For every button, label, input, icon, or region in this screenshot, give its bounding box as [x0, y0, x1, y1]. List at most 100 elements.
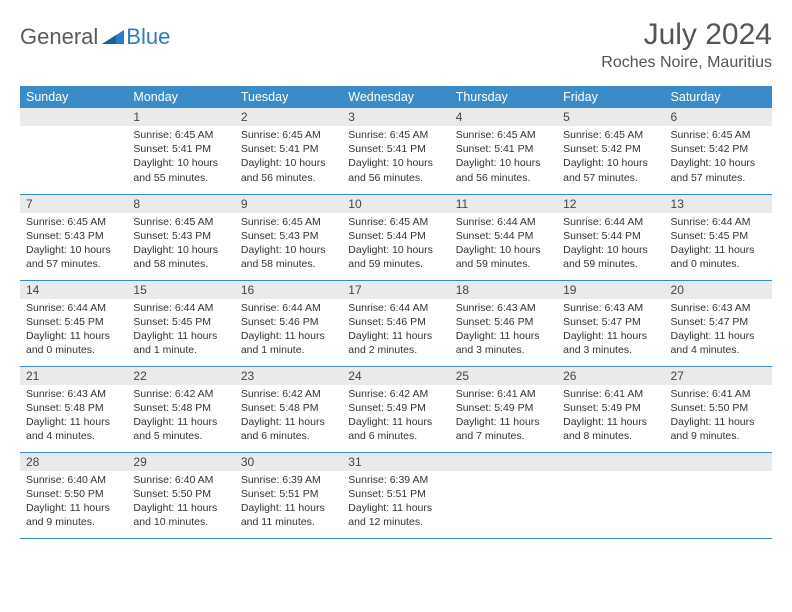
day-number: 12 — [557, 195, 664, 213]
day-details: Sunrise: 6:45 AMSunset: 5:43 PMDaylight:… — [20, 213, 127, 276]
daylight-text: Daylight: 11 hours and 0 minutes. — [671, 243, 766, 271]
daylight-text: Daylight: 10 hours and 57 minutes. — [671, 156, 766, 184]
sunset-text: Sunset: 5:41 PM — [348, 142, 443, 156]
day-details: Sunrise: 6:44 AMSunset: 5:45 PMDaylight:… — [665, 213, 772, 276]
day-details: Sunrise: 6:44 AMSunset: 5:44 PMDaylight:… — [557, 213, 664, 276]
day-details: Sunrise: 6:45 AMSunset: 5:43 PMDaylight:… — [235, 213, 342, 276]
calendar-day-cell: 12Sunrise: 6:44 AMSunset: 5:44 PMDayligh… — [557, 194, 664, 280]
weekday-header: Friday — [557, 86, 664, 108]
day-details: Sunrise: 6:39 AMSunset: 5:51 PMDaylight:… — [342, 471, 449, 534]
day-number: 19 — [557, 281, 664, 299]
sunset-text: Sunset: 5:45 PM — [26, 315, 121, 329]
weekday-header: Monday — [127, 86, 234, 108]
daylight-text: Daylight: 11 hours and 4 minutes. — [26, 415, 121, 443]
calendar-table: Sunday Monday Tuesday Wednesday Thursday… — [20, 86, 772, 539]
calendar-day-cell: 26Sunrise: 6:41 AMSunset: 5:49 PMDayligh… — [557, 366, 664, 452]
sunset-text: Sunset: 5:45 PM — [671, 229, 766, 243]
daylight-text: Daylight: 11 hours and 12 minutes. — [348, 501, 443, 529]
day-details: Sunrise: 6:41 AMSunset: 5:50 PMDaylight:… — [665, 385, 772, 448]
sunset-text: Sunset: 5:44 PM — [456, 229, 551, 243]
daylight-text: Daylight: 10 hours and 56 minutes. — [348, 156, 443, 184]
logo-text-blue: Blue — [126, 24, 170, 50]
day-details: Sunrise: 6:42 AMSunset: 5:49 PMDaylight:… — [342, 385, 449, 448]
sunrise-text: Sunrise: 6:39 AM — [348, 473, 443, 487]
day-details: Sunrise: 6:44 AMSunset: 5:45 PMDaylight:… — [20, 299, 127, 362]
sunrise-text: Sunrise: 6:44 AM — [456, 215, 551, 229]
calendar-day-cell: 19Sunrise: 6:43 AMSunset: 5:47 PMDayligh… — [557, 280, 664, 366]
calendar-day-cell — [450, 452, 557, 538]
calendar-day-cell: 8Sunrise: 6:45 AMSunset: 5:43 PMDaylight… — [127, 194, 234, 280]
sunset-text: Sunset: 5:45 PM — [133, 315, 228, 329]
day-number: 9 — [235, 195, 342, 213]
calendar-day-cell: 25Sunrise: 6:41 AMSunset: 5:49 PMDayligh… — [450, 366, 557, 452]
calendar-day-cell: 13Sunrise: 6:44 AMSunset: 5:45 PMDayligh… — [665, 194, 772, 280]
daylight-text: Daylight: 10 hours and 57 minutes. — [563, 156, 658, 184]
sunset-text: Sunset: 5:48 PM — [241, 401, 336, 415]
daylight-text: Daylight: 11 hours and 10 minutes. — [133, 501, 228, 529]
sunset-text: Sunset: 5:46 PM — [348, 315, 443, 329]
day-number: 31 — [342, 453, 449, 471]
day-details: Sunrise: 6:40 AMSunset: 5:50 PMDaylight:… — [127, 471, 234, 534]
day-number: 24 — [342, 367, 449, 385]
sunrise-text: Sunrise: 6:40 AM — [133, 473, 228, 487]
daylight-text: Daylight: 10 hours and 59 minutes. — [563, 243, 658, 271]
calendar-week-row: 21Sunrise: 6:43 AMSunset: 5:48 PMDayligh… — [20, 366, 772, 452]
day-details: Sunrise: 6:45 AMSunset: 5:41 PMDaylight:… — [235, 126, 342, 189]
sunset-text: Sunset: 5:49 PM — [348, 401, 443, 415]
calendar-week-row: 14Sunrise: 6:44 AMSunset: 5:45 PMDayligh… — [20, 280, 772, 366]
sunrise-text: Sunrise: 6:45 AM — [133, 128, 228, 142]
day-number: 18 — [450, 281, 557, 299]
calendar-day-cell: 9Sunrise: 6:45 AMSunset: 5:43 PMDaylight… — [235, 194, 342, 280]
sunset-text: Sunset: 5:51 PM — [241, 487, 336, 501]
sunset-text: Sunset: 5:44 PM — [563, 229, 658, 243]
calendar-week-row: 28Sunrise: 6:40 AMSunset: 5:50 PMDayligh… — [20, 452, 772, 538]
sunrise-text: Sunrise: 6:41 AM — [563, 387, 658, 401]
weekday-header: Sunday — [20, 86, 127, 108]
location-text: Roches Noire, Mauritius — [601, 54, 772, 72]
calendar-day-cell: 7Sunrise: 6:45 AMSunset: 5:43 PMDaylight… — [20, 194, 127, 280]
sunrise-text: Sunrise: 6:45 AM — [241, 215, 336, 229]
daylight-text: Daylight: 10 hours and 59 minutes. — [456, 243, 551, 271]
day-details: Sunrise: 6:42 AMSunset: 5:48 PMDaylight:… — [127, 385, 234, 448]
sunrise-text: Sunrise: 6:44 AM — [241, 301, 336, 315]
calendar-day-cell — [557, 452, 664, 538]
day-details: Sunrise: 6:43 AMSunset: 5:47 PMDaylight:… — [557, 299, 664, 362]
daylight-text: Daylight: 10 hours and 58 minutes. — [133, 243, 228, 271]
day-number: 26 — [557, 367, 664, 385]
calendar-day-cell: 16Sunrise: 6:44 AMSunset: 5:46 PMDayligh… — [235, 280, 342, 366]
daylight-text: Daylight: 11 hours and 1 minute. — [241, 329, 336, 357]
calendar-day-cell: 10Sunrise: 6:45 AMSunset: 5:44 PMDayligh… — [342, 194, 449, 280]
weekday-header-row: Sunday Monday Tuesday Wednesday Thursday… — [20, 86, 772, 108]
daylight-text: Daylight: 10 hours and 57 minutes. — [26, 243, 121, 271]
calendar-day-cell: 29Sunrise: 6:40 AMSunset: 5:50 PMDayligh… — [127, 452, 234, 538]
day-details: Sunrise: 6:45 AMSunset: 5:42 PMDaylight:… — [665, 126, 772, 189]
calendar-day-cell: 3Sunrise: 6:45 AMSunset: 5:41 PMDaylight… — [342, 108, 449, 194]
logo-mark-icon — [102, 26, 124, 49]
daylight-text: Daylight: 11 hours and 0 minutes. — [26, 329, 121, 357]
sunrise-text: Sunrise: 6:44 AM — [348, 301, 443, 315]
sunrise-text: Sunrise: 6:45 AM — [563, 128, 658, 142]
daylight-text: Daylight: 11 hours and 9 minutes. — [671, 415, 766, 443]
sunset-text: Sunset: 5:44 PM — [348, 229, 443, 243]
day-number: 28 — [20, 453, 127, 471]
day-details: Sunrise: 6:45 AMSunset: 5:41 PMDaylight:… — [342, 126, 449, 189]
day-details: Sunrise: 6:45 AMSunset: 5:42 PMDaylight:… — [557, 126, 664, 189]
weekday-header: Thursday — [450, 86, 557, 108]
day-number: 4 — [450, 108, 557, 126]
sunset-text: Sunset: 5:46 PM — [456, 315, 551, 329]
sunrise-text: Sunrise: 6:43 AM — [26, 387, 121, 401]
day-number-bar-empty — [665, 453, 772, 471]
day-number: 5 — [557, 108, 664, 126]
day-details: Sunrise: 6:45 AMSunset: 5:43 PMDaylight:… — [127, 213, 234, 276]
daylight-text: Daylight: 10 hours and 56 minutes. — [241, 156, 336, 184]
daylight-text: Daylight: 11 hours and 1 minute. — [133, 329, 228, 357]
sunset-text: Sunset: 5:48 PM — [26, 401, 121, 415]
sunset-text: Sunset: 5:51 PM — [348, 487, 443, 501]
sunrise-text: Sunrise: 6:45 AM — [241, 128, 336, 142]
calendar-day-cell — [20, 108, 127, 194]
sunrise-text: Sunrise: 6:44 AM — [133, 301, 228, 315]
sunset-text: Sunset: 5:49 PM — [456, 401, 551, 415]
day-details: Sunrise: 6:43 AMSunset: 5:47 PMDaylight:… — [665, 299, 772, 362]
sunset-text: Sunset: 5:48 PM — [133, 401, 228, 415]
sunrise-text: Sunrise: 6:45 AM — [348, 215, 443, 229]
